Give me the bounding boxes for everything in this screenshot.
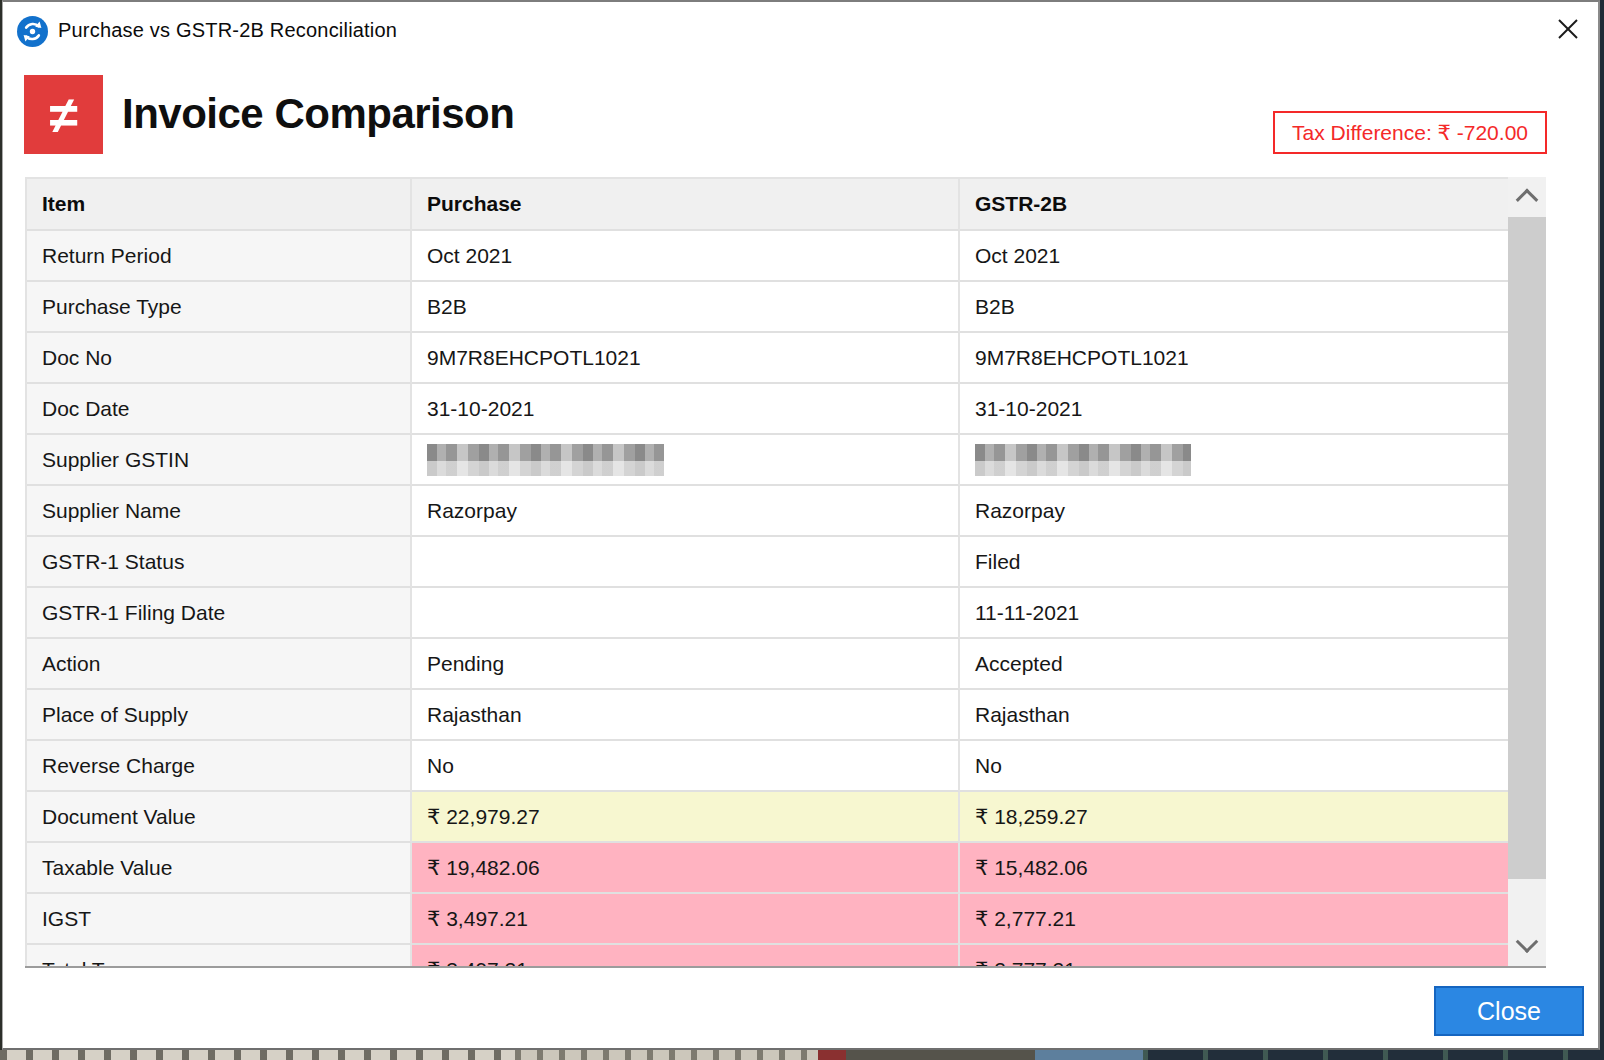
gstr2b-cell: Rajasthan [960,690,1510,741]
table-row: Total Tax₹ 3,497.21₹ 2,777.21 [27,945,1510,968]
item-cell: Doc Date [27,384,412,435]
chevron-down-icon [1516,930,1539,953]
gstr2b-cell: ₹ 15,482.06 [960,843,1510,894]
gstr2b-cell: Filed [960,537,1510,588]
chevron-up-icon [1516,189,1539,212]
item-cell: Supplier GSTIN [27,435,412,486]
gstr2b-cell: Oct 2021 [960,231,1510,282]
purchase-cell: Pending [412,639,960,690]
table-header-row: Item Purchase GSTR-2B [27,179,1510,231]
table-row: Purchase TypeB2BB2B [27,282,1510,333]
window-close-button[interactable] [1552,14,1584,46]
item-cell: Supplier Name [27,486,412,537]
item-cell: Doc No [27,333,412,384]
item-cell: GSTR-1 Filing Date [27,588,412,639]
purchase-cell: B2B [412,282,960,333]
purchase-cell: ₹ 22,979.27 [412,792,960,843]
gstr2b-cell: Razorpay [960,486,1510,537]
scroll-down-button[interactable] [1508,926,1546,966]
purchase-cell: 9M7R8EHCPOTL1021 [412,333,960,384]
background-edge-right [1600,0,1604,1060]
item-cell: GSTR-1 Status [27,537,412,588]
column-header-purchase: Purchase [412,179,960,231]
background-window-fragment [818,1050,846,1060]
close-button[interactable]: Close [1434,986,1584,1036]
background-window-fragment [846,1050,1035,1060]
table-row: Taxable Value₹ 19,482.06₹ 15,482.06 [27,843,1510,894]
item-cell: Reverse Charge [27,741,412,792]
item-cell: Return Period [27,231,412,282]
column-header-item: Item [27,179,412,231]
purchase-cell: Oct 2021 [412,231,960,282]
gstr2b-cell [960,435,1510,486]
table-row: ActionPendingAccepted [27,639,1510,690]
purchase-cell: Rajasthan [412,690,960,741]
gstr2b-cell: ₹ 2,777.21 [960,945,1510,968]
gstr2b-cell: Accepted [960,639,1510,690]
purchase-cell: ₹ 3,497.21 [412,894,960,945]
gstr2b-cell: 9M7R8EHCPOTL1021 [960,333,1510,384]
scrollbar-thumb[interactable] [1508,217,1546,879]
purchase-cell: ₹ 19,482.06 [412,843,960,894]
gstr2b-cell: 31-10-2021 [960,384,1510,435]
background-window-fragment [1143,1050,1604,1060]
redacted-gstin-block [975,444,1191,476]
purchase-cell: 31-10-2021 [412,384,960,435]
item-cell: IGST [27,894,412,945]
background-window-strip [0,1050,1604,1060]
table-row: Supplier NameRazorpayRazorpay [27,486,1510,537]
item-cell: Action [27,639,412,690]
purchase-cell [412,537,960,588]
comparison-table-body: Return PeriodOct 2021Oct 2021Purchase Ty… [27,231,1510,968]
purchase-cell [412,588,960,639]
purchase-cell [412,435,960,486]
table-row: Place of SupplyRajasthanRajasthan [27,690,1510,741]
gstr2b-cell: 11-11-2021 [960,588,1510,639]
item-cell: Taxable Value [27,843,412,894]
background-window-fragment [0,1050,515,1060]
table-row: Doc No9M7R8EHCPOTL10219M7R8EHCPOTL1021 [27,333,1510,384]
gstr2b-cell: ₹ 2,777.21 [960,894,1510,945]
table-row: GSTR-1 Filing Date 11-11-2021 [27,588,1510,639]
title-bar: Purchase vs GSTR-2B Reconciliation [3,2,1598,60]
reconciliation-sync-icon [16,15,49,48]
redacted-gstin-block [427,444,664,476]
purchase-cell: ₹ 3,497.21 [412,945,960,968]
close-icon [1556,17,1580,44]
tax-difference-badge: Tax Difference: ₹ -720.00 [1273,111,1547,154]
comparison-table: Item Purchase GSTR-2B Return PeriodOct 2… [25,177,1510,968]
item-cell: Place of Supply [27,690,412,741]
gstr2b-cell: B2B [960,282,1510,333]
table-row: GSTR-1 Status Filed [27,537,1510,588]
item-cell: Total Tax [27,945,412,968]
item-cell: Purchase Type [27,282,412,333]
window-title: Purchase vs GSTR-2B Reconciliation [58,19,397,42]
reconciliation-dialog: Purchase vs GSTR-2B Reconciliation ≠ Inv… [2,0,1600,1050]
table-row: Reverse ChargeNoNo [27,741,1510,792]
table-row: Document Value₹ 22,979.27₹ 18,259.27 [27,792,1510,843]
not-equal-icon: ≠ [24,75,103,154]
gstr2b-cell: No [960,741,1510,792]
background-window-fragment [1035,1050,1143,1060]
item-cell: Document Value [27,792,412,843]
scroll-up-button[interactable] [1508,177,1546,217]
table-row: IGST₹ 3,497.21₹ 2,777.21 [27,894,1510,945]
table-row: Return PeriodOct 2021Oct 2021 [27,231,1510,282]
table-row: Doc Date31-10-202131-10-2021 [27,384,1510,435]
not-equal-glyph: ≠ [49,89,78,141]
column-header-gstr2b: GSTR-2B [960,179,1510,231]
page-title: Invoice Comparison [122,90,514,138]
gstr2b-cell: ₹ 18,259.27 [960,792,1510,843]
background-window-fragment [515,1050,818,1060]
purchase-cell: Razorpay [412,486,960,537]
purchase-cell: No [412,741,960,792]
table-row: Supplier GSTIN [27,435,1510,486]
vertical-scrollbar[interactable] [1508,177,1546,968]
comparison-table-viewport: Item Purchase GSTR-2B Return PeriodOct 2… [25,177,1546,968]
